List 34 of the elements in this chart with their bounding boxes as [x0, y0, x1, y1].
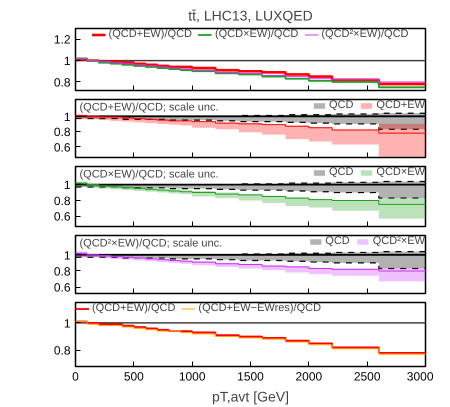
x-axis-title: pT,avt [GeV]	[212, 388, 290, 404]
legend-label: (QCD²×EW)/QCD	[321, 28, 408, 40]
legend-label: (QCD+EW)/QCD	[108, 28, 192, 40]
y-tick-label: 0.8	[54, 194, 71, 208]
x-tick-label: 0	[72, 370, 80, 384]
y-tick-label: 0.6	[54, 280, 71, 295]
legend-label: QCD	[328, 166, 354, 178]
series-label: (QCD+EW)/QCD	[92, 302, 176, 314]
y-tick-label: 1	[64, 110, 71, 124]
chart-title: tt̄, LHC13, LUXQED	[188, 8, 313, 24]
y-tick-label: 0.8	[54, 344, 71, 358]
y-tick-label: 0.6	[54, 140, 71, 154]
x-tick-label: 2000	[295, 370, 323, 384]
y-tick-label: 0.6	[54, 210, 71, 224]
legend-title: (QCD×EW)/QCD; scale unc.	[80, 168, 219, 180]
x-tick-label: 1000	[178, 370, 206, 384]
x-tick-label: 500	[124, 370, 144, 384]
y-tick-label: 0.8	[54, 264, 71, 278]
y-tick-label: 0.8	[54, 75, 71, 90]
y-tick-label: 1	[64, 316, 71, 330]
y-tick-label: 1	[64, 178, 71, 192]
legend-label: (QCD+EW−EWres)/QCD	[198, 302, 322, 314]
legend-title: (QCD²×EW)/QCD; scale unc.	[80, 238, 222, 250]
y-tick-label: 1	[64, 248, 71, 262]
legend-label: (QCD×EW)/QCD	[214, 28, 298, 40]
y-tick-label: 1	[64, 54, 71, 68]
x-tick-label: 2500	[354, 370, 381, 384]
y-tick-label: 0.8	[54, 125, 71, 140]
x-tick-label: 1500	[237, 370, 264, 384]
x-tick-label: 3000	[406, 370, 434, 384]
legend-title: (QCD+EW)/QCD; scale unc.	[80, 102, 219, 114]
y-tick-label: 1.2	[54, 32, 71, 47]
legend-label: QCD	[325, 235, 350, 247]
legend-label: QCD	[328, 99, 354, 111]
